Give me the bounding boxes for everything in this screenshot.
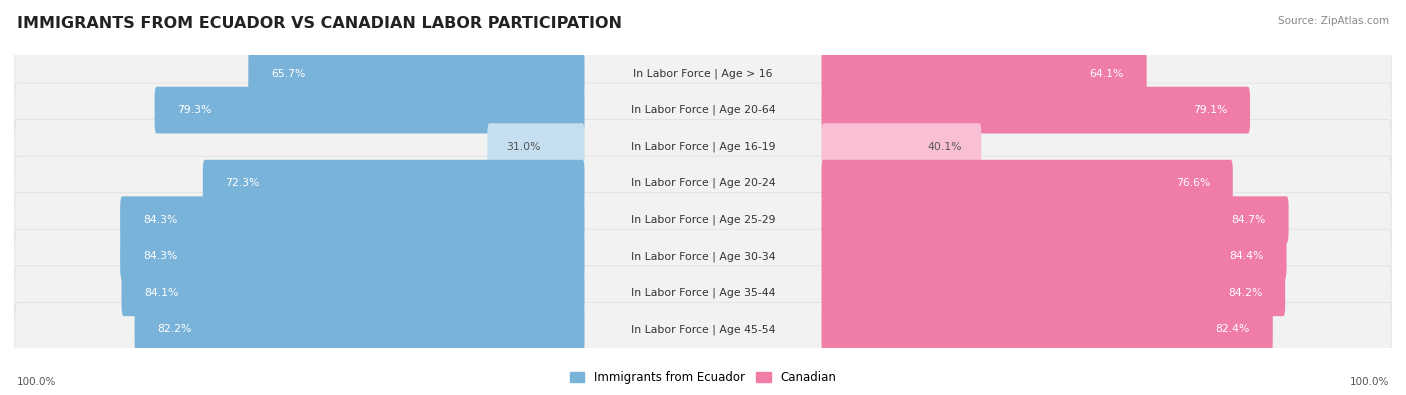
Text: IMMIGRANTS FROM ECUADOR VS CANADIAN LABOR PARTICIPATION: IMMIGRANTS FROM ECUADOR VS CANADIAN LABO… — [17, 16, 621, 31]
FancyBboxPatch shape — [14, 302, 1392, 360]
Text: In Labor Force | Age 45-54: In Labor Force | Age 45-54 — [631, 324, 775, 335]
Text: 31.0%: 31.0% — [506, 142, 541, 152]
Text: 100.0%: 100.0% — [1350, 377, 1389, 387]
FancyBboxPatch shape — [821, 233, 1286, 280]
FancyBboxPatch shape — [821, 306, 1272, 353]
Text: 84.2%: 84.2% — [1227, 288, 1263, 298]
FancyBboxPatch shape — [120, 196, 585, 243]
FancyBboxPatch shape — [14, 83, 1392, 141]
Text: 79.1%: 79.1% — [1192, 105, 1227, 115]
Text: 79.3%: 79.3% — [177, 105, 212, 115]
Text: In Labor Force | Age 16-19: In Labor Force | Age 16-19 — [631, 141, 775, 152]
Text: 84.4%: 84.4% — [1229, 251, 1264, 261]
Text: 100.0%: 100.0% — [17, 377, 56, 387]
FancyBboxPatch shape — [14, 193, 1392, 250]
FancyBboxPatch shape — [14, 266, 1392, 323]
Text: In Labor Force | Age 25-29: In Labor Force | Age 25-29 — [631, 214, 775, 225]
Text: 84.1%: 84.1% — [145, 288, 179, 298]
Text: 64.1%: 64.1% — [1090, 69, 1123, 79]
Text: 82.4%: 82.4% — [1216, 324, 1250, 334]
FancyBboxPatch shape — [821, 123, 981, 170]
FancyBboxPatch shape — [488, 123, 585, 170]
Text: 82.2%: 82.2% — [157, 324, 191, 334]
FancyBboxPatch shape — [821, 87, 1250, 134]
Text: In Labor Force | Age > 16: In Labor Force | Age > 16 — [633, 68, 773, 79]
Legend: Immigrants from Ecuador, Canadian: Immigrants from Ecuador, Canadian — [565, 366, 841, 388]
Text: In Labor Force | Age 20-24: In Labor Force | Age 20-24 — [631, 178, 775, 188]
Text: In Labor Force | Age 20-64: In Labor Force | Age 20-64 — [631, 105, 775, 115]
Text: 72.3%: 72.3% — [225, 178, 260, 188]
Text: 84.7%: 84.7% — [1232, 215, 1265, 225]
Text: 40.1%: 40.1% — [928, 142, 962, 152]
FancyBboxPatch shape — [14, 156, 1392, 214]
Text: 84.3%: 84.3% — [143, 251, 177, 261]
FancyBboxPatch shape — [821, 160, 1233, 207]
FancyBboxPatch shape — [821, 50, 1147, 97]
Text: In Labor Force | Age 35-44: In Labor Force | Age 35-44 — [631, 288, 775, 298]
Text: 84.3%: 84.3% — [143, 215, 177, 225]
FancyBboxPatch shape — [202, 160, 585, 207]
FancyBboxPatch shape — [121, 269, 585, 316]
FancyBboxPatch shape — [120, 233, 585, 280]
Text: 65.7%: 65.7% — [271, 69, 305, 79]
Text: Source: ZipAtlas.com: Source: ZipAtlas.com — [1278, 16, 1389, 26]
FancyBboxPatch shape — [155, 87, 585, 134]
FancyBboxPatch shape — [14, 229, 1392, 287]
Text: 76.6%: 76.6% — [1175, 178, 1211, 188]
FancyBboxPatch shape — [821, 269, 1285, 316]
Text: In Labor Force | Age 30-34: In Labor Force | Age 30-34 — [631, 251, 775, 261]
FancyBboxPatch shape — [135, 306, 585, 353]
FancyBboxPatch shape — [821, 196, 1289, 243]
FancyBboxPatch shape — [14, 120, 1392, 177]
FancyBboxPatch shape — [14, 47, 1392, 104]
FancyBboxPatch shape — [249, 50, 585, 97]
